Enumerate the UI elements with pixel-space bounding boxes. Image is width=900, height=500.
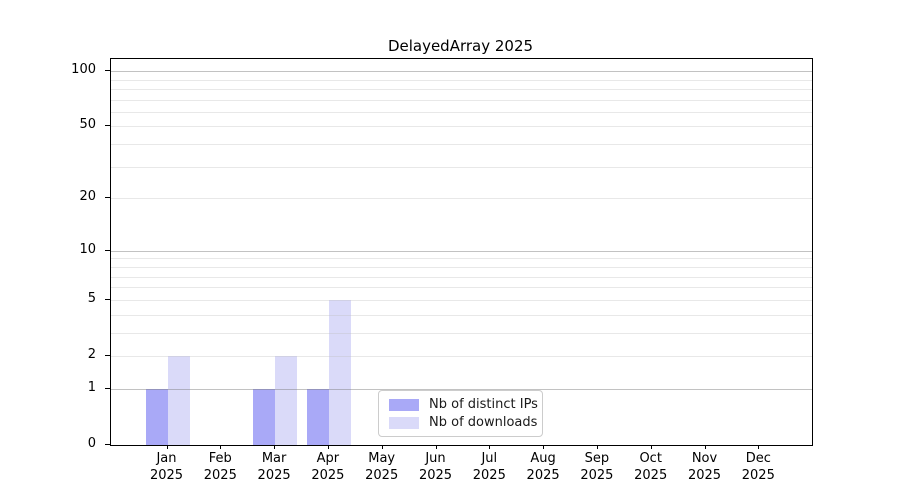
y-gridline-minor-7: [111, 276, 812, 278]
x-tick-label-jul: Jul 2025: [472, 451, 506, 483]
bar-downloads-mar: [275, 355, 298, 445]
x-tick-label-mar: Mar 2025: [257, 451, 291, 483]
x-tick-jan: [166, 445, 168, 449]
y-gridline-minor-80: [111, 88, 812, 90]
y-gridline-minor-3: [111, 332, 812, 334]
y-tick-label-100: 100: [71, 62, 96, 78]
y-tick-20: [105, 197, 110, 199]
x-tick-label-jan: Jan 2025: [149, 451, 184, 483]
y-tick-label-5: 5: [87, 290, 96, 306]
y-gridline-minor-40: [111, 144, 812, 146]
y-gridline-minor-70: [111, 99, 812, 101]
y-gridline-minor-4: [111, 314, 812, 316]
bar-downloads-jan: [167, 355, 190, 445]
x-tick-dec: [758, 445, 760, 449]
plot-area: [110, 58, 813, 446]
x-tick-label-jun: Jun 2025: [418, 451, 453, 483]
x-tick-label-feb: Feb 2025: [203, 451, 237, 483]
y-tick-label-2: 2: [87, 346, 96, 362]
y-tick-0: [105, 444, 110, 445]
chart-title: DelayedArray 2025: [387, 37, 534, 55]
legend-swatch-downloads: [389, 416, 419, 429]
legend-swatch-distinct-ips: [389, 398, 419, 411]
x-tick-jul: [489, 445, 491, 449]
bar-distinct-ips-apr: [306, 388, 329, 445]
y-gridline-minor-9: [111, 258, 812, 260]
x-tick-label-oct: Oct 2025: [634, 451, 668, 483]
y-tick-5: [105, 298, 110, 300]
bar-downloads-apr: [328, 299, 351, 445]
y-gridline-minor-90: [111, 79, 812, 81]
x-tick-apr: [327, 445, 329, 449]
y-gridline-major-100: [111, 71, 812, 73]
y-tick-100: [105, 70, 110, 72]
y-tick-1: [105, 387, 110, 389]
x-tick-label-apr: Apr 2025: [311, 451, 345, 483]
legend-label-distinct-ips: Nb of distinct IPs: [429, 397, 538, 412]
y-gridline-minor-2: [111, 355, 812, 357]
y-gridline-minor-30: [111, 166, 812, 168]
y-gridline-minor-5: [111, 299, 812, 301]
bar-distinct-ips-jan: [145, 388, 168, 445]
y-gridline-minor-8: [111, 266, 812, 268]
x-tick-label-may: May 2025: [365, 451, 399, 483]
y-tick-label-50: 50: [79, 117, 96, 133]
y-tick-2: [105, 354, 110, 356]
x-tick-may: [381, 445, 383, 449]
y-tick-10: [105, 249, 110, 251]
x-tick-mar: [274, 445, 276, 449]
y-gridline-major-10: [111, 250, 812, 252]
bar-distinct-ips-mar: [253, 388, 276, 445]
y-tick-label-10: 10: [79, 241, 96, 257]
y-gridline-minor-20: [111, 198, 812, 200]
x-tick-label-sep: Sep 2025: [580, 451, 614, 483]
legend-label-downloads: Nb of downloads: [429, 415, 538, 430]
x-tick-feb: [220, 445, 222, 449]
x-tick-aug: [543, 445, 545, 449]
x-tick-nov: [704, 445, 706, 449]
legend: Nb of distinct IPs Nb of downloads: [378, 390, 543, 437]
x-tick-label-nov: Nov 2025: [687, 451, 722, 483]
x-tick-oct: [650, 445, 652, 449]
x-tick-label-dec: Dec 2025: [741, 451, 775, 483]
x-tick-sep: [596, 445, 598, 449]
x-tick-jun: [435, 445, 437, 449]
y-tick-label-0: 0: [87, 436, 96, 451]
x-tick-label-aug: Aug 2025: [526, 451, 560, 483]
legend-entry-downloads: Nb of downloads: [389, 415, 537, 430]
y-gridline-minor-50: [111, 126, 812, 128]
y-gridline-minor-60: [111, 111, 812, 113]
y-tick-label-1: 1: [87, 379, 96, 395]
legend-entry-distinct-ips: Nb of distinct IPs: [389, 397, 538, 412]
y-tick-50: [105, 125, 110, 127]
y-gridline-minor-6: [111, 287, 812, 289]
y-tick-label-20: 20: [79, 189, 96, 205]
